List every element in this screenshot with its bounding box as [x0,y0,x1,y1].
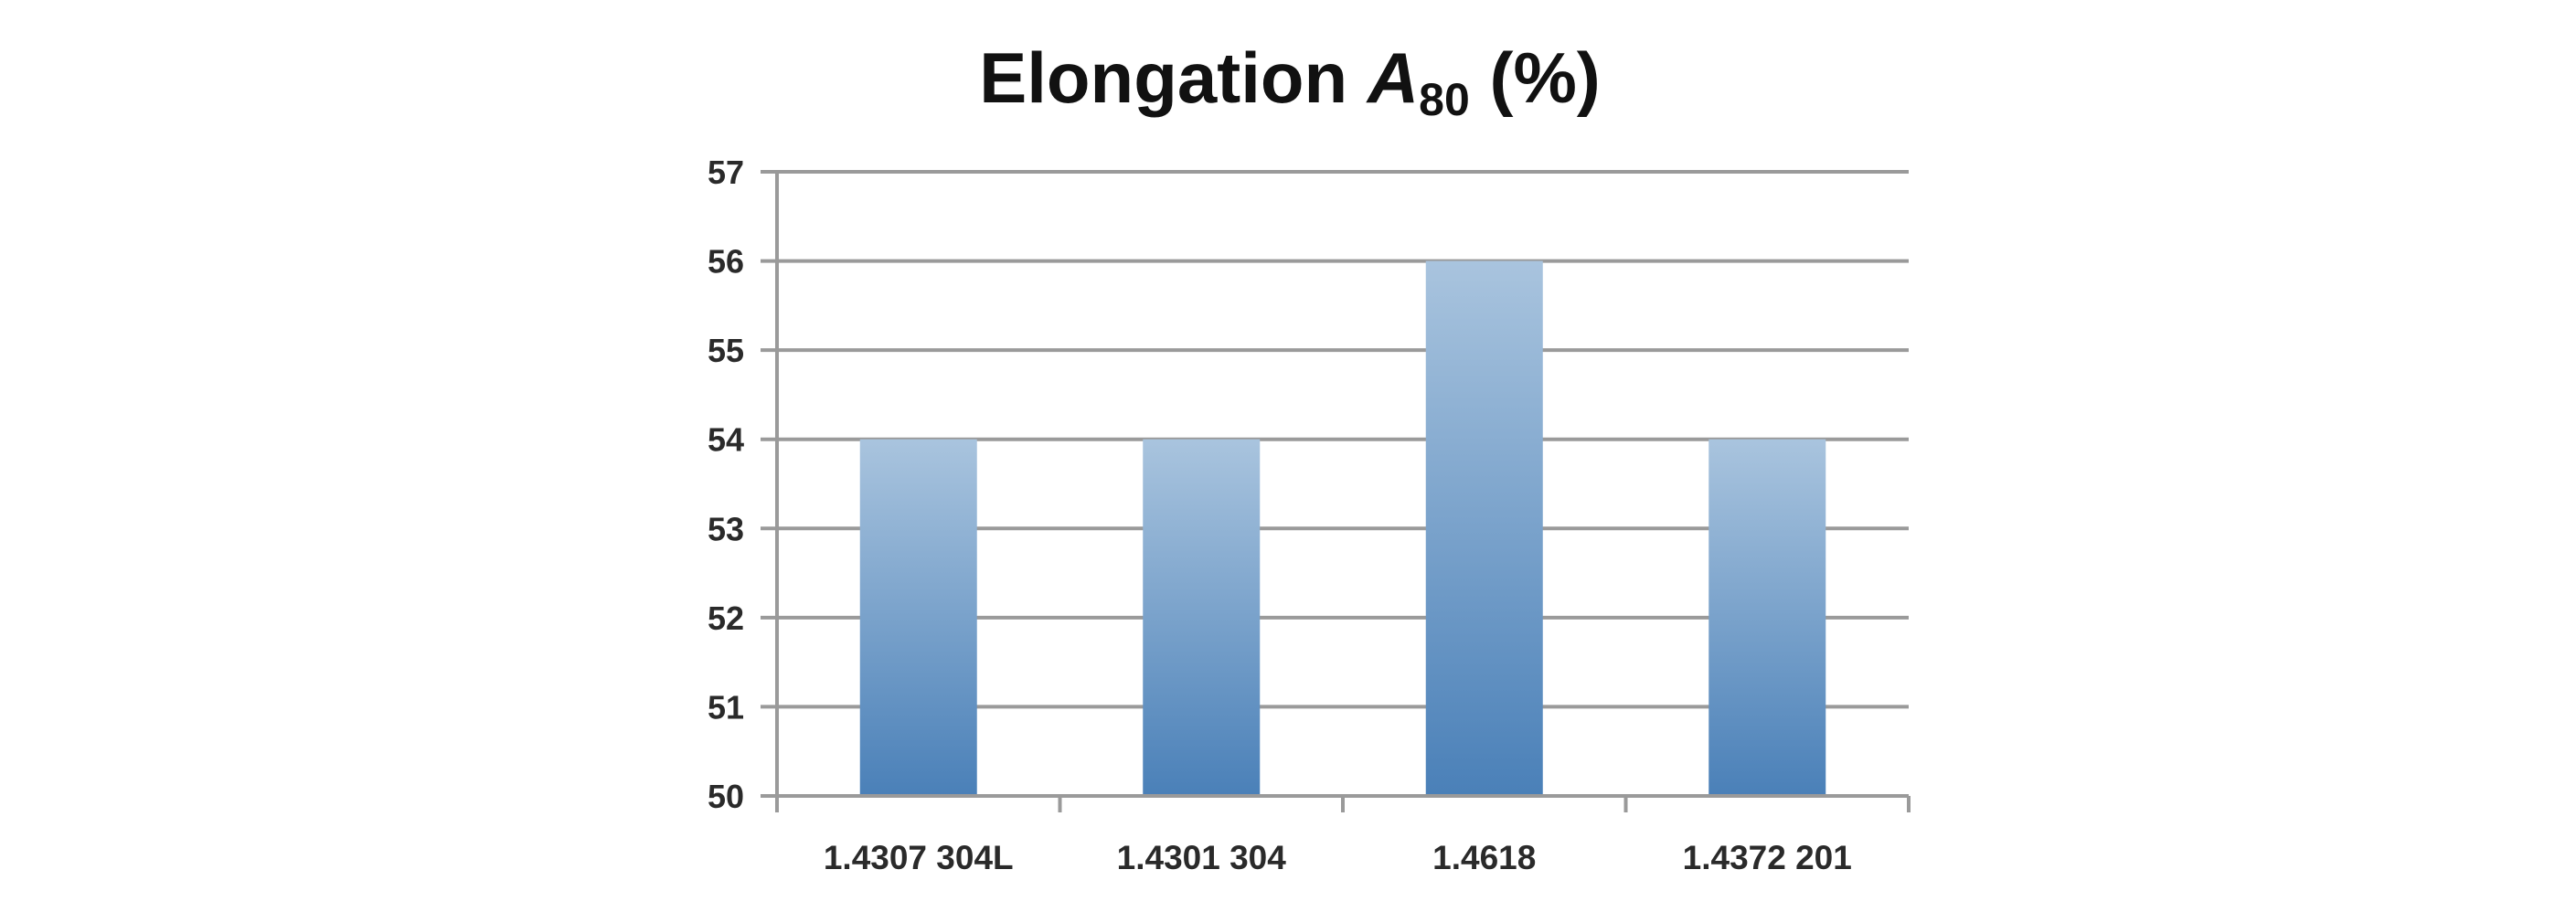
x-category-label: 1.4307 304L [824,839,1014,876]
y-tick-label: 51 [708,688,744,726]
chart-title-unit: (%) [1470,37,1601,118]
bar-4 [1708,439,1826,796]
chart-title-main: Elongation [979,37,1368,118]
y-tick-label: 50 [708,778,744,815]
x-category-label: 1.4372 201 [1683,839,1852,876]
bar-1 [859,439,977,796]
y-tick-label: 55 [708,332,744,369]
x-axis-category-labels: 1.4307 304L 1.4301 304 1.4618 1.4372 201 [824,839,1852,876]
y-tick-label: 54 [708,421,744,459]
y-tick-label: 57 [708,154,744,191]
x-category-label: 1.4301 304 [1117,839,1287,876]
x-axis [761,172,1911,812]
y-axis-tick-labels: 50 51 52 53 54 55 56 57 [708,154,744,815]
chart-title-symbol: A [1366,37,1419,118]
y-tick-label: 53 [708,510,744,547]
bar-3 [1425,260,1543,797]
bars [859,260,1826,797]
x-category-label: 1.4618 [1432,839,1536,876]
y-tick-label: 56 [708,243,744,281]
bar-2 [1143,439,1261,796]
y-tick-label: 52 [708,599,744,637]
chart-title: Elongation A80 (%) [979,37,1601,125]
chart-title-subscript: 80 [1419,74,1470,125]
